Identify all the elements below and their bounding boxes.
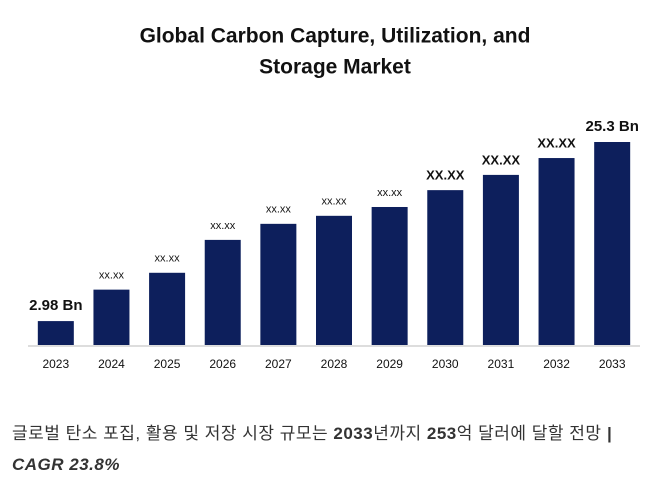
bar [316,215,352,345]
bar [427,190,464,345]
caption-text: | CAGR 23.8% [12,424,613,474]
value-label: XX.XX [537,135,576,150]
x-tick-label: 2030 [432,357,459,371]
x-tick-label: 2032 [543,357,570,371]
x-tick-label: 2033 [599,357,626,371]
value-label: xx.xx [377,187,403,199]
bar [538,158,575,345]
caption-text: 2033 [333,424,374,443]
value-label: xx.xx [99,270,125,282]
x-tick-label: 2029 [376,357,403,371]
chart: Global Carbon Capture, Utilization, and … [28,25,640,371]
x-tick-label: 2025 [154,357,181,371]
x-tick-label: 2026 [209,357,236,371]
x-tick-label: 2028 [321,357,348,371]
caption-text: 억 달러에 달할 전망 [456,424,607,443]
bar [594,142,631,345]
value-label: xx.xx [321,196,347,208]
caption-text: 년까지 [373,424,427,443]
caption-text: 253 [426,424,457,443]
bar [37,321,74,345]
x-tick-label: 2027 [265,357,292,371]
bar [482,174,519,345]
x-tick-label: 2023 [42,357,69,371]
value-label: XX.XX [426,168,465,183]
x-tick-label: 2031 [488,357,515,371]
caption: 글로벌 탄소 포집, 활용 및 저장 시장 규모는 2033년까지 253억 달… [12,418,638,480]
chart-title: Global Carbon Capture, Utilization, and [140,25,531,48]
x-tick-label: 2024 [98,357,125,371]
bar [204,239,241,345]
bar [260,223,297,345]
bar [371,206,408,345]
value-label: 2.98 Bn [29,297,82,314]
value-label: 25.3 Bn [586,118,639,135]
value-label: xx.xx [210,220,236,232]
caption-text: 글로벌 탄소 포집, 활용 및 저장 시장 규모는 [12,424,334,443]
value-label: xx.xx [266,204,292,216]
chart-title: Storage Market [259,56,411,79]
value-label: xx.xx [155,253,181,265]
bar [149,272,186,345]
bar [93,289,130,345]
value-label: XX.XX [482,152,521,167]
